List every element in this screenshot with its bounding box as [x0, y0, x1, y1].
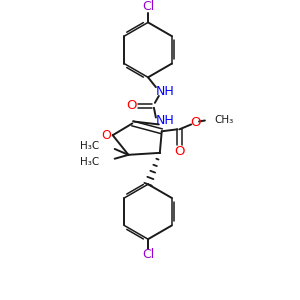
Text: O: O — [174, 146, 185, 158]
Text: H₃C: H₃C — [80, 141, 99, 151]
Text: NH: NH — [155, 85, 174, 98]
Text: Cl: Cl — [142, 248, 154, 261]
Text: NH: NH — [155, 114, 174, 127]
Text: O: O — [101, 129, 111, 142]
Text: Cl: Cl — [142, 0, 154, 13]
Text: CH₃: CH₃ — [215, 116, 234, 125]
Text: H₃C: H₃C — [80, 157, 99, 167]
Text: O: O — [126, 99, 136, 112]
Text: O: O — [190, 116, 200, 129]
